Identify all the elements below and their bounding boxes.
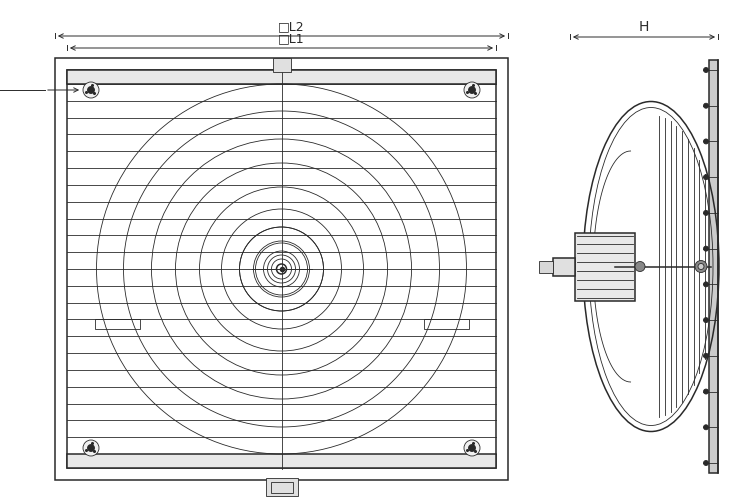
Bar	[67, 70, 496, 468]
Bar	[423, 319, 469, 329]
Circle shape	[704, 282, 709, 287]
Bar	[553, 258, 575, 276]
Circle shape	[704, 210, 709, 216]
Circle shape	[704, 139, 709, 144]
Circle shape	[704, 318, 709, 322]
Bar	[272, 58, 291, 72]
Circle shape	[704, 389, 709, 394]
Circle shape	[704, 246, 709, 251]
Circle shape	[695, 260, 707, 272]
Circle shape	[464, 440, 480, 456]
Circle shape	[469, 444, 475, 452]
Bar	[94, 319, 139, 329]
Circle shape	[88, 86, 94, 94]
Bar	[266, 478, 298, 496]
Circle shape	[704, 174, 709, 180]
Bar	[575, 232, 635, 300]
Circle shape	[83, 440, 99, 456]
Circle shape	[88, 444, 94, 452]
Circle shape	[704, 103, 709, 108]
Bar	[271, 482, 293, 493]
Text: □L2: □L2	[278, 20, 305, 33]
Bar	[55, 58, 508, 480]
Circle shape	[635, 262, 645, 272]
Circle shape	[83, 82, 99, 98]
Bar	[67, 454, 496, 468]
Text: H: H	[639, 20, 649, 34]
Text: □L1: □L1	[278, 32, 305, 45]
Bar	[709, 60, 718, 473]
Circle shape	[469, 86, 475, 94]
Circle shape	[464, 82, 480, 98]
Bar	[67, 70, 496, 84]
Circle shape	[704, 460, 709, 466]
Circle shape	[704, 354, 709, 358]
Circle shape	[704, 425, 709, 430]
Circle shape	[698, 264, 704, 270]
Circle shape	[704, 68, 709, 72]
Bar	[539, 260, 553, 272]
